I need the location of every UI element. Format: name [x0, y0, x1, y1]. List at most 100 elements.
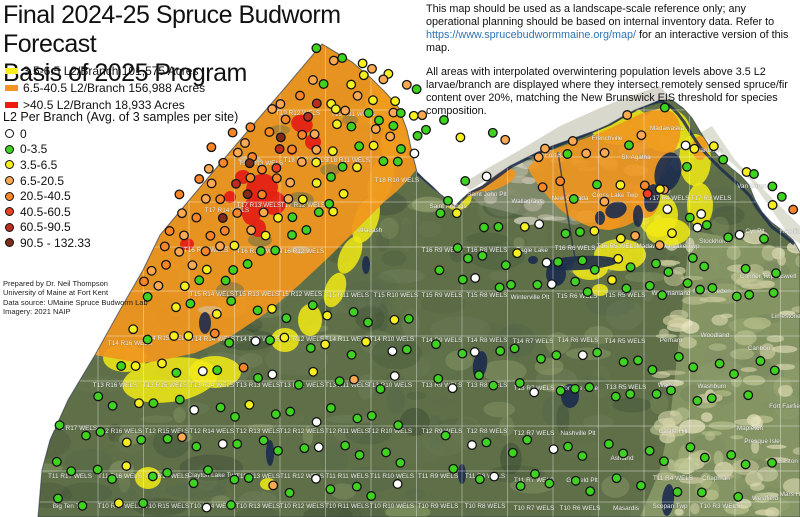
sample-dot	[684, 212, 695, 223]
sample-dot	[324, 198, 335, 209]
township-label: Cross Lake Twp	[592, 192, 638, 199]
sample-dot	[740, 263, 751, 274]
township-label: T10 R11 WELS	[325, 503, 369, 510]
sample-dot	[265, 335, 275, 346]
township-label: T14 R7 WELS	[513, 338, 554, 345]
township-label: Saint John Plt	[467, 191, 507, 198]
sample-dot	[279, 332, 290, 343]
sample-dot	[130, 361, 141, 371]
sample-dot	[325, 484, 336, 495]
township-label: T15 R10 WELS	[374, 292, 418, 299]
sample-dot	[385, 131, 396, 142]
sample-dot	[352, 413, 363, 424]
sample-dot	[322, 310, 333, 321]
sample-dot	[667, 228, 677, 239]
sample-dot	[639, 180, 650, 191]
sample-dot	[161, 259, 171, 270]
credit-line: Imagery: 2021 NAIP	[3, 307, 71, 317]
sample-dot	[657, 290, 668, 301]
sample-dot	[148, 398, 159, 409]
township-label: T14 R15 WELS	[145, 335, 189, 342]
township-label: T14 R5 WELS	[605, 338, 646, 345]
sample-dot	[659, 456, 669, 467]
township-label: T12 R11 WELS	[325, 428, 369, 435]
township-label: T10 R12 WELS	[280, 503, 324, 510]
township-label: Madawaska	[650, 125, 685, 132]
sample-dot	[273, 212, 283, 223]
township-label: T13 R5 WELS	[606, 384, 647, 391]
sample-dot	[332, 119, 342, 130]
sample-dot	[685, 442, 696, 453]
township-label: Fort Kent	[545, 152, 572, 159]
sample-dot	[352, 90, 363, 101]
township-label: T10 R9 WELS	[418, 503, 459, 510]
township-label: T15 R14 WELS	[190, 291, 234, 298]
sample-dot	[729, 369, 739, 379]
township-label: T12 R10 WELS	[368, 428, 412, 435]
township-label: T17 R4 WELS	[649, 195, 690, 202]
area-legend-label: 3.5-6.5 L2/Branch 101,575 Acres	[23, 63, 199, 78]
sample-dot	[346, 79, 357, 90]
sample-dot	[245, 172, 256, 183]
township-label: T11 R4 WELS	[653, 475, 693, 482]
sample-dot	[188, 478, 199, 489]
sample-dot	[311, 43, 322, 54]
sample-dot	[270, 409, 281, 420]
township-label: Westfield	[752, 495, 779, 502]
sample-dot	[227, 127, 238, 138]
sample-dot	[577, 350, 588, 361]
township-label: T11 R12 WELS	[280, 473, 324, 480]
sample-dot	[610, 391, 621, 402]
sample-dot	[570, 276, 581, 287]
interactive-map-link[interactable]: https://www.sprucebudwormmaine.org/map/	[426, 28, 637, 41]
sample-dot	[257, 164, 267, 175]
sample-dot	[451, 208, 462, 219]
sample-dot	[366, 410, 377, 421]
township-label: T13 R8 WELS	[467, 382, 508, 389]
township-label: T12 R12 WELS	[280, 428, 324, 435]
sample-dot	[340, 105, 351, 116]
township-label: T10 R13 WELS	[236, 503, 280, 510]
sample-dot	[205, 230, 216, 241]
sample-dot	[644, 445, 655, 456]
sample-dot	[680, 140, 691, 151]
sample-dot	[695, 284, 705, 295]
sample-dot	[395, 108, 406, 118]
sample-dot	[447, 383, 458, 394]
sample-dot	[630, 230, 641, 241]
sample-dot	[448, 463, 459, 474]
sample-dot	[613, 253, 624, 264]
sample-dot	[232, 147, 243, 158]
sample-dot	[297, 129, 308, 140]
sample-dot	[672, 487, 683, 497]
sample-dot	[731, 291, 742, 302]
sample-dot	[493, 221, 504, 232]
sample-dot	[603, 439, 614, 449]
sample-dot	[512, 248, 523, 259]
sample-dot	[177, 432, 187, 443]
sample-dot	[246, 225, 257, 236]
sample-dot	[651, 389, 662, 399]
sample-dot	[625, 262, 636, 273]
sample-dot	[268, 480, 279, 491]
sample-dot	[744, 289, 755, 300]
sample-dot	[244, 158, 255, 169]
township-label: Hamlin	[780, 228, 800, 235]
sample-dot	[506, 279, 516, 290]
township-label: Mapleton	[737, 425, 764, 432]
township-label: T11 R13 WELS	[236, 473, 280, 480]
notes: This map should be used as a landscape-s…	[426, 3, 798, 118]
sample-dot	[500, 260, 511, 271]
sample-dot	[421, 124, 431, 135]
township-label: T14 R9 WELS	[422, 337, 463, 344]
township-label: T12 R15 WELS	[145, 428, 189, 435]
sample-dot	[121, 461, 132, 471]
sample-dot	[696, 487, 707, 498]
sample-dot	[326, 172, 336, 182]
sample-dot	[179, 230, 189, 241]
sample-dot	[708, 141, 719, 152]
sample-dot	[242, 259, 253, 269]
sample-dot	[217, 439, 228, 449]
township-label: Fort Fairfield	[769, 403, 800, 410]
